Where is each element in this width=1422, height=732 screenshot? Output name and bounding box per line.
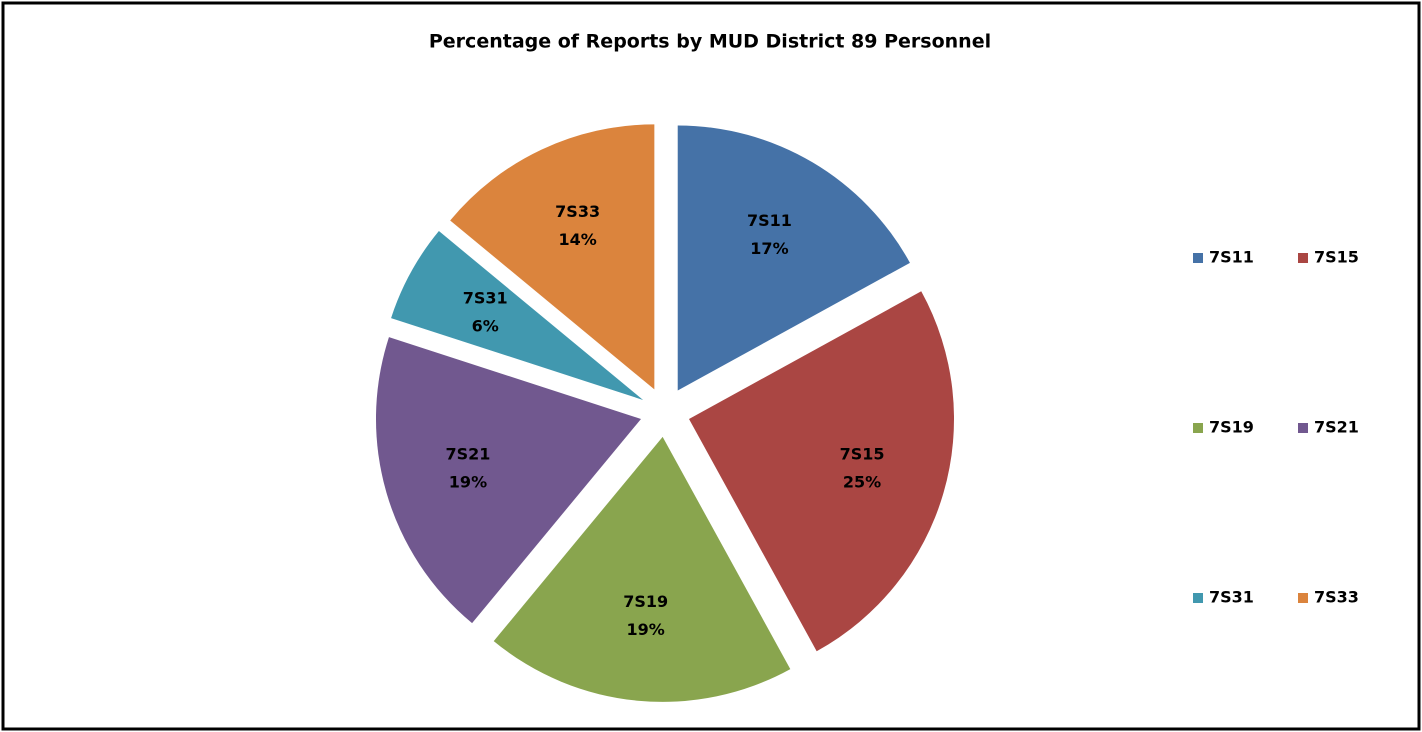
slice-value-label: 14%	[558, 230, 596, 249]
pie-slice	[391, 231, 644, 400]
chart-title: Percentage of Reports by MUD District 89…	[429, 31, 991, 53]
legend-label: 7S19	[1209, 418, 1254, 437]
slice-label: 7S11	[747, 211, 792, 230]
pie-slice	[677, 125, 910, 391]
legend-swatch	[1193, 593, 1203, 603]
legend-swatch	[1298, 253, 1308, 263]
slice-label: 7S15	[840, 445, 885, 464]
slice-value-label: 25%	[843, 473, 881, 492]
legend-swatch	[1298, 423, 1308, 433]
slice-value-label: 19%	[627, 620, 665, 639]
legend-label: 7S15	[1314, 248, 1359, 267]
legend-label: 7S11	[1209, 248, 1254, 267]
legend-swatch	[1193, 423, 1203, 433]
legend-label: 7S31	[1209, 588, 1254, 607]
slice-value-label: 6%	[472, 317, 499, 336]
slice-label: 7S19	[623, 592, 668, 611]
slice-label: 7S33	[555, 202, 600, 221]
slice-value-label: 17%	[750, 239, 788, 258]
pie-slice	[689, 291, 955, 652]
legend-label: 7S33	[1314, 588, 1359, 607]
legend-swatch	[1193, 253, 1203, 263]
slice-label: 7S21	[445, 445, 490, 464]
slice-label: 7S31	[463, 289, 508, 308]
pie-slice	[375, 337, 641, 624]
legend-swatch	[1298, 593, 1308, 603]
slice-value-label: 19%	[449, 473, 487, 492]
pie-slice	[450, 124, 655, 390]
legend-label: 7S21	[1314, 418, 1359, 437]
pie-slice	[493, 436, 791, 702]
